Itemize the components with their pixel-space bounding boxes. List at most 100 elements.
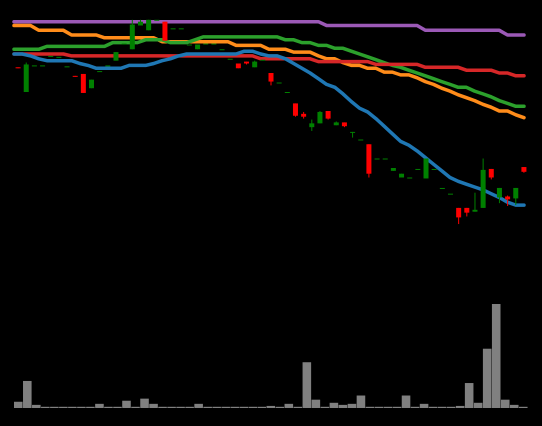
candle-body	[227, 58, 233, 60]
volume-bar	[320, 406, 330, 408]
volume-bar	[14, 401, 23, 408]
volume-bar	[455, 405, 465, 408]
candle-body	[309, 123, 315, 128]
candle-body	[513, 187, 519, 199]
candle-body	[472, 209, 478, 212]
volume-bar	[428, 406, 438, 408]
volume-bar	[203, 406, 212, 408]
candle-body	[456, 207, 462, 218]
volume-bar	[329, 402, 339, 408]
candle-body	[447, 193, 453, 195]
candle-body	[203, 43, 209, 45]
volume-bar	[365, 406, 375, 408]
candle-body	[464, 207, 470, 213]
volume-bar	[158, 406, 167, 408]
candle-body	[358, 139, 364, 141]
volume-bar	[23, 380, 32, 408]
candle-body	[480, 169, 486, 208]
candle-body	[399, 173, 405, 178]
volume-bar	[131, 406, 140, 408]
candle-body	[423, 158, 429, 179]
candle-body	[276, 82, 282, 84]
candle-body	[211, 43, 217, 45]
volume-bar	[68, 406, 77, 408]
candle-body	[496, 187, 502, 198]
candle-body	[97, 71, 103, 73]
volume-bar	[383, 406, 393, 408]
candle-body	[15, 67, 21, 69]
candle-body	[105, 65, 111, 67]
candle-body	[325, 111, 331, 119]
candle-body	[244, 61, 250, 64]
volume-bar	[419, 403, 429, 408]
volume-bar	[500, 399, 510, 408]
moving-average-lines	[12, 19, 526, 207]
volume-bar	[410, 406, 420, 408]
candle-body	[260, 59, 266, 61]
candle-body	[113, 52, 119, 61]
volume-bar	[140, 398, 149, 408]
candle-body	[284, 92, 290, 93]
volume-bar	[113, 406, 122, 408]
candle-body	[382, 158, 388, 160]
candle-body	[40, 65, 46, 67]
candle-body	[146, 19, 152, 31]
volume-bar	[473, 402, 483, 408]
volume-bar	[482, 348, 492, 408]
candlesticks	[15, 19, 527, 225]
volume-bar	[446, 406, 456, 408]
candle-body	[235, 63, 241, 69]
candle-body	[366, 144, 372, 174]
volume-bar	[374, 406, 384, 408]
candle-body	[72, 75, 78, 77]
volume-bar	[230, 406, 239, 408]
candle-body	[31, 65, 37, 67]
candle-body	[178, 28, 184, 30]
volume-bar	[122, 400, 131, 408]
volume-bar	[302, 362, 312, 408]
volume-bar	[185, 406, 194, 408]
candle-body	[219, 49, 225, 51]
candle-body	[431, 168, 437, 170]
volume-bar	[257, 406, 267, 408]
volume-bar	[338, 404, 348, 408]
candle-body	[186, 44, 192, 46]
candle-body	[301, 113, 307, 117]
candle-body	[390, 168, 396, 171]
candle-body	[195, 44, 201, 50]
volume-bar	[401, 395, 411, 408]
candle-body	[439, 187, 445, 189]
volume-bars	[14, 304, 528, 408]
volume-bar	[356, 395, 366, 408]
volume-bar	[95, 403, 104, 408]
ma-line-4	[12, 52, 526, 78]
volume-bar	[77, 406, 86, 408]
volume-bar	[518, 406, 528, 408]
volume-bar	[59, 406, 68, 408]
volume-bar	[293, 406, 303, 408]
volume-bar	[284, 403, 294, 408]
volume-bar	[86, 406, 95, 408]
volume-bar	[194, 403, 203, 408]
volume-bar	[311, 399, 321, 408]
candle-body	[407, 177, 413, 179]
volume-bar	[347, 403, 357, 408]
volume-bar	[32, 404, 41, 408]
volume-bar	[491, 304, 501, 408]
volume-bar	[464, 383, 474, 408]
ma-line-1	[12, 19, 526, 37]
volume-bar	[437, 406, 447, 408]
volume-bar	[104, 406, 113, 408]
candle-body	[333, 122, 339, 126]
candle-body	[341, 122, 347, 127]
volume-bar	[221, 406, 230, 408]
candle-body	[162, 21, 168, 41]
candle-body	[56, 56, 62, 58]
candle-body	[137, 21, 143, 26]
candle-body	[415, 168, 421, 170]
candle-body	[488, 168, 494, 178]
candle-body	[521, 167, 527, 172]
candle-body	[48, 55, 54, 57]
